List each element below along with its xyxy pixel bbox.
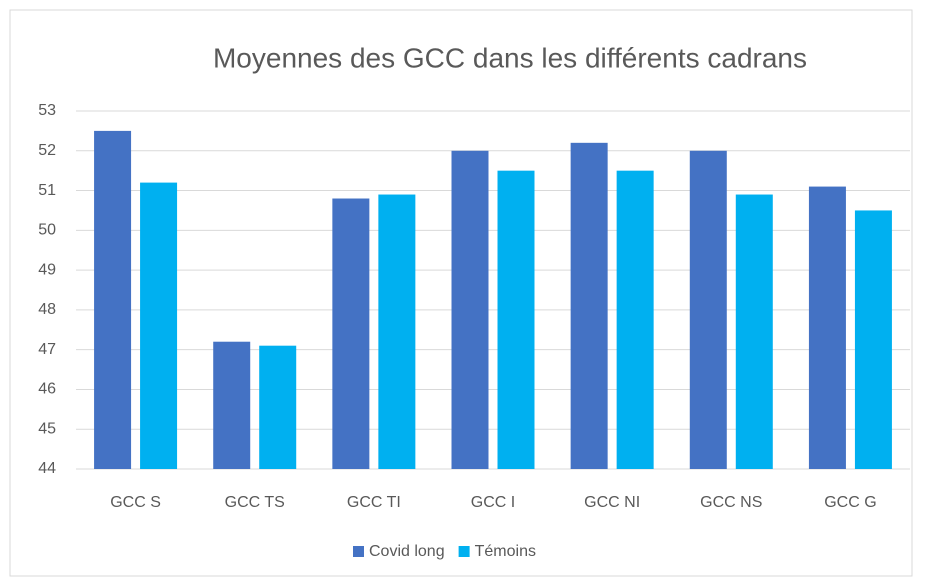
y-tick-label: 52 xyxy=(38,142,56,159)
bar xyxy=(854,210,892,469)
bar xyxy=(378,194,416,470)
x-tick-label: GCC I xyxy=(471,494,515,511)
bar xyxy=(497,170,535,469)
y-tick-label: 48 xyxy=(38,301,56,318)
bar xyxy=(689,150,727,469)
x-tick-label: GCC NI xyxy=(584,494,640,511)
bar xyxy=(140,182,178,469)
y-tick-label: 45 xyxy=(38,420,56,437)
bar xyxy=(570,142,608,470)
x-tick-label: GCC NS xyxy=(700,494,762,511)
y-tick-label: 51 xyxy=(38,182,56,199)
bar xyxy=(332,198,370,469)
chart-title: Moyennes des GCC dans les différents cad… xyxy=(213,42,807,73)
y-tick-label: 49 xyxy=(38,261,56,278)
legend-label: Covid long xyxy=(369,543,445,560)
x-tick-label: GCC S xyxy=(110,494,161,511)
bar xyxy=(213,341,251,469)
legend-swatch xyxy=(458,546,470,557)
x-tick-label: GCC G xyxy=(824,494,876,511)
y-tick-label: 50 xyxy=(38,222,56,239)
y-tick-label: 44 xyxy=(38,460,56,477)
legend-swatch xyxy=(353,546,364,557)
bar xyxy=(259,345,297,469)
y-tick-label: 46 xyxy=(38,381,56,398)
bar xyxy=(735,194,773,470)
legend-label: Témoins xyxy=(475,543,536,560)
x-tick-label: GCC TS xyxy=(225,494,285,511)
bar xyxy=(616,170,654,469)
y-tick-label: 47 xyxy=(38,341,56,358)
y-tick-label: 53 xyxy=(38,102,56,119)
x-tick-label: GCC TI xyxy=(347,494,401,511)
bar xyxy=(808,186,846,470)
bar xyxy=(451,150,489,469)
bar xyxy=(94,130,132,469)
